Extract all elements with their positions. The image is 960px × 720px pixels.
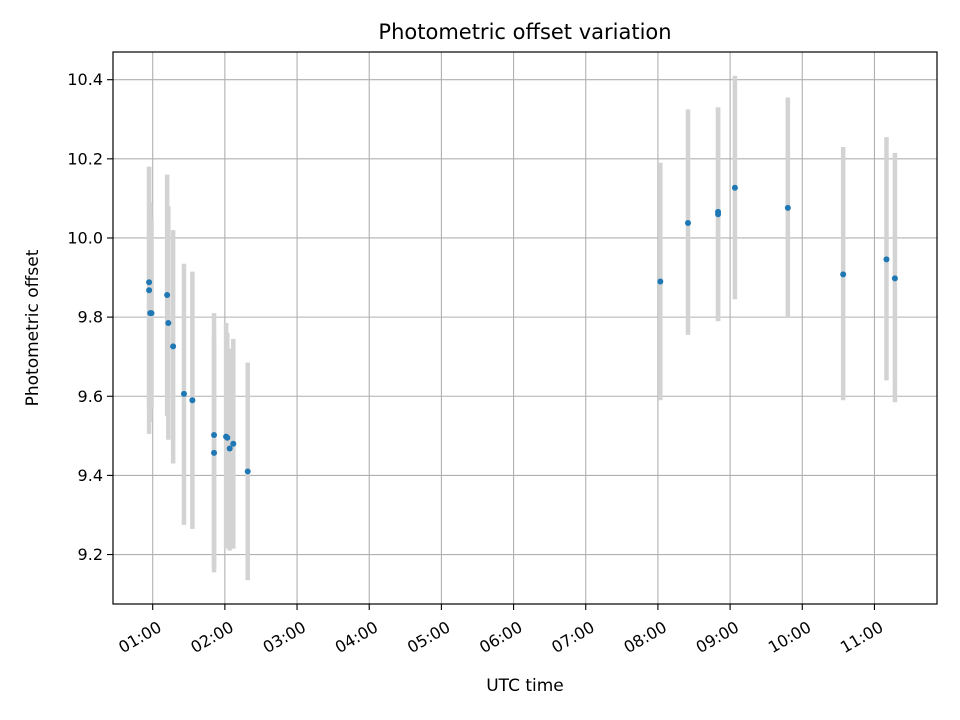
data-point	[715, 211, 722, 218]
chart-title: Photometric offset variation	[378, 20, 671, 44]
data-point	[211, 432, 218, 439]
y-axis-label: Photometric offset	[23, 249, 43, 406]
data-point	[684, 219, 691, 226]
data-points	[146, 184, 898, 475]
data-point	[165, 320, 172, 327]
data-point	[164, 291, 171, 298]
y-tick-label: 9.6	[78, 387, 103, 406]
data-point	[244, 468, 251, 475]
data-point	[189, 397, 196, 404]
data-point	[170, 343, 177, 350]
plot-frame	[112, 51, 938, 605]
data-point	[224, 434, 231, 441]
y-tick-label: 10.2	[67, 149, 103, 168]
data-point	[657, 278, 664, 285]
y-axis-ticks: 9.2 9.4 9.6 9.8 10.0 10.2 10.4	[67, 70, 113, 564]
data-point	[883, 256, 890, 263]
x-axis-label: UTC time	[486, 676, 564, 696]
y-tick-label: 9.4	[78, 466, 103, 485]
data-point	[180, 390, 187, 397]
data-point	[226, 445, 233, 452]
y-tick-label: 9.8	[78, 308, 103, 327]
data-point	[146, 279, 153, 286]
data-point	[731, 184, 738, 191]
grid	[113, 52, 937, 604]
data-point	[211, 449, 218, 456]
data-point	[891, 275, 898, 282]
data-point	[230, 440, 237, 447]
data-point	[784, 204, 791, 211]
data-point	[148, 310, 155, 317]
y-tick-label: 10.0	[67, 228, 103, 247]
y-tick-label: 10.4	[67, 70, 103, 89]
y-tick-label: 9.2	[78, 545, 103, 564]
data-point	[146, 287, 153, 294]
data-point	[840, 271, 847, 278]
